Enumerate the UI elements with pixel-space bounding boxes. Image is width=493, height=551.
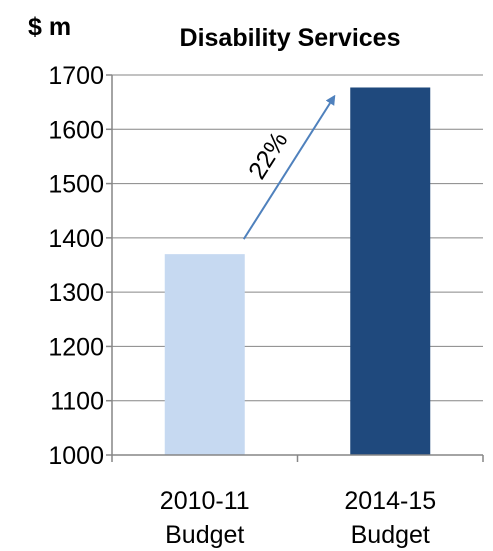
- bars: [164, 87, 431, 455]
- y-tick-label: 1300: [48, 279, 104, 307]
- axes: [106, 74, 484, 462]
- growth-arrow: [242, 94, 336, 240]
- y-tick-labels: 1700 1600 1500 1400 1300 1200 1100 1000: [48, 62, 104, 470]
- y-tick-label: 1100: [50, 388, 104, 416]
- x-tick-label: 2014-15 Budget: [344, 487, 436, 549]
- y-tick-label: 1400: [48, 225, 104, 253]
- x-tick-label: 2010-11 Budget: [160, 487, 250, 549]
- chart-title: Disability Services: [180, 24, 401, 52]
- bar: [350, 87, 431, 455]
- growth-annotation: 22%: [243, 127, 293, 184]
- x-tick-labels: 2010-11 Budget 2014-15 Budget: [160, 487, 436, 549]
- y-tick-label: 1000: [48, 442, 104, 470]
- y-tick-label: 1700: [48, 62, 104, 90]
- y-tick-label: 1500: [48, 171, 104, 199]
- y-tick-label: 1200: [48, 333, 104, 361]
- unit-label: $ m: [28, 13, 71, 41]
- y-tick-label: 1600: [48, 116, 104, 144]
- bar: [164, 254, 245, 455]
